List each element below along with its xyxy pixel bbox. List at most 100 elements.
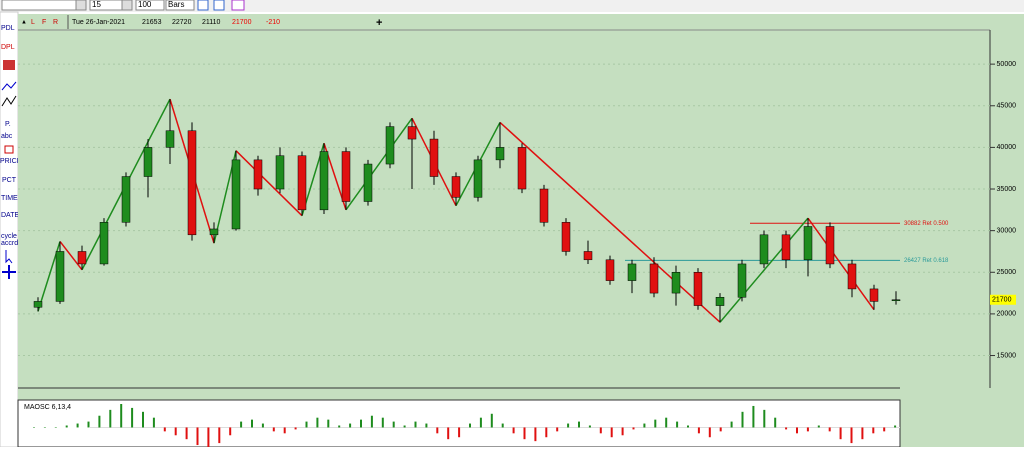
y-tick-label: 40000 [997, 144, 1017, 151]
oscillator-bar [676, 421, 679, 428]
oscillator-bar [883, 427, 886, 432]
info-bar [18, 14, 990, 30]
toolbar [0, 0, 1024, 12]
retracement-label: 30882 Ret 0.500 [904, 221, 949, 227]
dropdown-button[interactable] [121, 0, 133, 11]
tool-label[interactable]: P. [5, 121, 11, 128]
oscillator-bar [392, 421, 395, 428]
oscillator-bar [556, 427, 559, 432]
tool-icon[interactable] [231, 0, 245, 11]
candle-body [209, 228, 219, 236]
tool-icon[interactable] [197, 0, 209, 11]
add-button[interactable]: + [376, 17, 382, 29]
candle-body [77, 251, 87, 265]
candle-body [869, 288, 879, 302]
symbol-box[interactable] [1, 0, 87, 11]
candle-body [385, 126, 395, 165]
oscillator-bar [33, 427, 35, 428]
candle-body [693, 272, 703, 306]
oscillator-bar [567, 423, 570, 428]
oscillator-bar [469, 423, 471, 428]
oscillator-bar [305, 421, 308, 428]
count-box[interactable] [135, 0, 165, 11]
info-close: 21700 [232, 19, 252, 26]
zigzag-segment [59, 241, 83, 271]
tool-icon[interactable] [1, 95, 17, 107]
oscillator-bar [687, 425, 689, 428]
flag[interactable]: L [31, 19, 35, 26]
tool-label[interactable]: PDL [1, 25, 15, 32]
tool-icon[interactable] [213, 0, 225, 11]
tool-label[interactable]: PRICE [0, 158, 22, 165]
candle-body [165, 130, 175, 148]
candle-body [803, 226, 813, 261]
oscillator-bar [512, 427, 515, 434]
candle-body [451, 176, 461, 198]
oscillator-bar [54, 427, 57, 428]
chart-area [18, 14, 1024, 447]
pointer-icon[interactable] [5, 250, 13, 264]
y-tick-label: 35000 [997, 186, 1017, 193]
candle-body [891, 299, 901, 301]
crosshair-icon[interactable] [2, 265, 16, 279]
oscillator-bar [349, 423, 352, 428]
oscillator-bar [654, 419, 657, 428]
candle-body [341, 151, 351, 202]
oscillator-bar [425, 423, 428, 428]
oscillator-bar [479, 417, 482, 428]
oscillator-bar [752, 405, 755, 428]
zigzag-segment [719, 217, 809, 323]
candle-body [737, 263, 747, 298]
oscillator-panel [17, 399, 901, 448]
oscillator-bar [142, 411, 144, 428]
oscillator-bar [338, 425, 341, 428]
flag[interactable]: F [42, 19, 46, 26]
tool-label[interactable]: abc [1, 133, 13, 140]
tool-label[interactable]: cycle [1, 233, 17, 240]
candle-body [671, 272, 681, 294]
oscillator-bar [294, 427, 297, 430]
candle-body [407, 126, 417, 140]
tool-label[interactable]: DATE [1, 212, 19, 219]
tool-label[interactable]: accrd [1, 240, 18, 247]
oscillator-bar [43, 427, 46, 428]
tool-label[interactable]: DPL [1, 44, 15, 51]
price-marker [990, 294, 1016, 305]
oscillator-bar [621, 427, 624, 436]
oscillator-bar [447, 427, 450, 440]
candle-body [495, 147, 505, 161]
oscillator-bar [370, 415, 373, 428]
tool-icon[interactable] [3, 60, 15, 70]
oscillator-bar [643, 423, 646, 428]
oscillator-bar [414, 421, 417, 428]
oscillator-bar [796, 427, 798, 434]
oscillator-bar [774, 417, 777, 428]
oscillator-bar [817, 425, 820, 428]
oscillator-bar [109, 409, 112, 428]
unit-box[interactable] [165, 0, 195, 11]
tool-label[interactable]: PCT [2, 177, 17, 184]
sidebar [0, 11, 19, 448]
dropdown-button[interactable] [75, 0, 87, 11]
info-change: -210 [266, 19, 280, 26]
oscillator-bar [87, 421, 90, 428]
tool-icon[interactable] [4, 145, 14, 154]
tool-icon[interactable] [1, 81, 17, 91]
oscillator-bar [403, 425, 406, 428]
oscillator-bar [501, 423, 504, 428]
candle-body [715, 297, 725, 306]
candle-body [605, 259, 615, 281]
candle-body [55, 251, 65, 302]
candle-body [561, 222, 571, 252]
oscillator-bar [283, 427, 286, 434]
unit: Bars [168, 0, 184, 9]
oscillator-bar [174, 427, 177, 436]
tool-label[interactable]: TIME [1, 195, 18, 202]
candle-body [363, 163, 373, 202]
flag[interactable]: R [53, 19, 58, 26]
oscillator-bar [632, 427, 635, 430]
oscillator-bar [610, 427, 613, 438]
price-label: 21700 [992, 297, 1012, 304]
candle-body [473, 159, 483, 198]
